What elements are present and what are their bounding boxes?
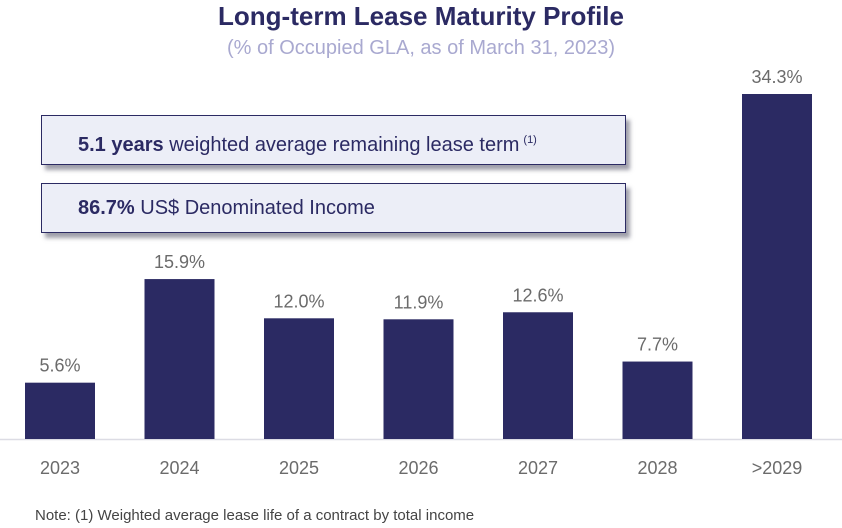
callout-usd-income-value: 86.7% xyxy=(78,197,135,219)
data-label: 5.6% xyxy=(39,356,80,376)
x-tick-label: >2029 xyxy=(752,458,803,478)
data-label: 12.0% xyxy=(273,291,324,311)
bar-2026 xyxy=(383,319,454,439)
chart-title: Long-term Lease Maturity Profile xyxy=(218,1,624,31)
callout-lease-term: 5.1 years weighted average remaining lea… xyxy=(41,115,626,165)
bar->2029 xyxy=(742,94,812,439)
callout-lease-term-value: 5.1 years xyxy=(78,134,164,156)
x-tick-label: 2023 xyxy=(40,458,80,478)
data-label: 15.9% xyxy=(154,252,205,272)
x-tick-label: 2027 xyxy=(518,458,558,478)
footnote-marker: (1) xyxy=(523,134,537,146)
bar-2024 xyxy=(144,279,215,439)
x-tick-label: 2025 xyxy=(279,458,319,478)
callout-usd-income-text: US$ Denominated Income xyxy=(134,197,375,219)
callout-usd-income: 86.7% US$ Denominated Income xyxy=(41,183,626,233)
bar-2028 xyxy=(622,361,693,439)
footnote: Note: (1) Weighted average lease life of… xyxy=(35,507,475,524)
x-tick-label: 2028 xyxy=(637,458,677,478)
data-label: 7.7% xyxy=(637,335,678,355)
data-label: 11.9% xyxy=(394,292,444,312)
callout-lease-term-text: weighted average remaining lease term xyxy=(163,134,520,156)
chart-subtitle: (% of Occupied GLA, as of March 31, 2023… xyxy=(227,37,615,59)
bar-2027 xyxy=(503,312,573,439)
x-tick-label: 2026 xyxy=(398,458,438,478)
data-label: 34.3% xyxy=(751,67,802,87)
bar-2023 xyxy=(25,382,95,439)
data-label: 12.6% xyxy=(512,285,563,305)
bar-2025 xyxy=(264,318,334,439)
x-tick-label: 2024 xyxy=(159,458,199,478)
